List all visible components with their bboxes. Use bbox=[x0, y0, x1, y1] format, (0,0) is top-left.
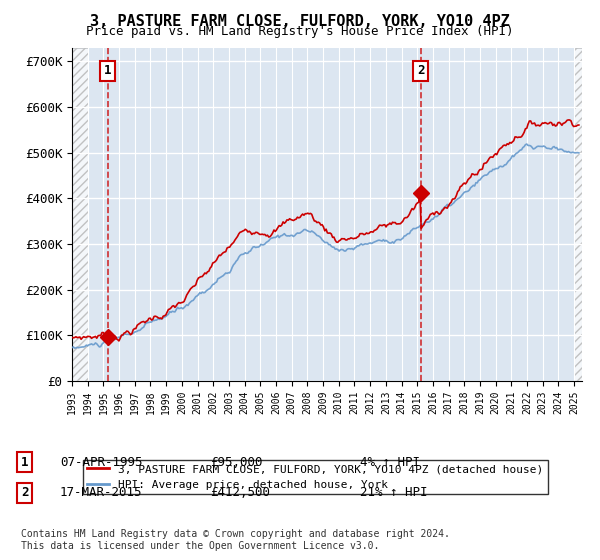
Text: 3, PASTURE FARM CLOSE, FULFORD, YORK, YO10 4PZ: 3, PASTURE FARM CLOSE, FULFORD, YORK, YO… bbox=[90, 14, 510, 29]
Text: 2: 2 bbox=[417, 64, 424, 77]
Text: 4% ↑ HPI: 4% ↑ HPI bbox=[360, 455, 420, 469]
Text: 1: 1 bbox=[104, 64, 112, 77]
Text: 17-MAR-2015: 17-MAR-2015 bbox=[60, 486, 143, 500]
Text: 1: 1 bbox=[21, 455, 29, 469]
Text: Price paid vs. HM Land Registry's House Price Index (HPI): Price paid vs. HM Land Registry's House … bbox=[86, 25, 514, 38]
Text: Contains HM Land Registry data © Crown copyright and database right 2024.
This d: Contains HM Land Registry data © Crown c… bbox=[21, 529, 450, 551]
Text: 07-APR-1995: 07-APR-1995 bbox=[60, 455, 143, 469]
Bar bbox=[72, 48, 88, 381]
Text: 2: 2 bbox=[21, 486, 29, 500]
Legend: 3, PASTURE FARM CLOSE, FULFORD, YORK, YO10 4PZ (detached house), HPI: Average pr: 3, PASTURE FARM CLOSE, FULFORD, YORK, YO… bbox=[83, 460, 548, 494]
Text: 21% ↑ HPI: 21% ↑ HPI bbox=[360, 486, 427, 500]
Text: £412,500: £412,500 bbox=[210, 486, 270, 500]
Text: £95,000: £95,000 bbox=[210, 455, 263, 469]
